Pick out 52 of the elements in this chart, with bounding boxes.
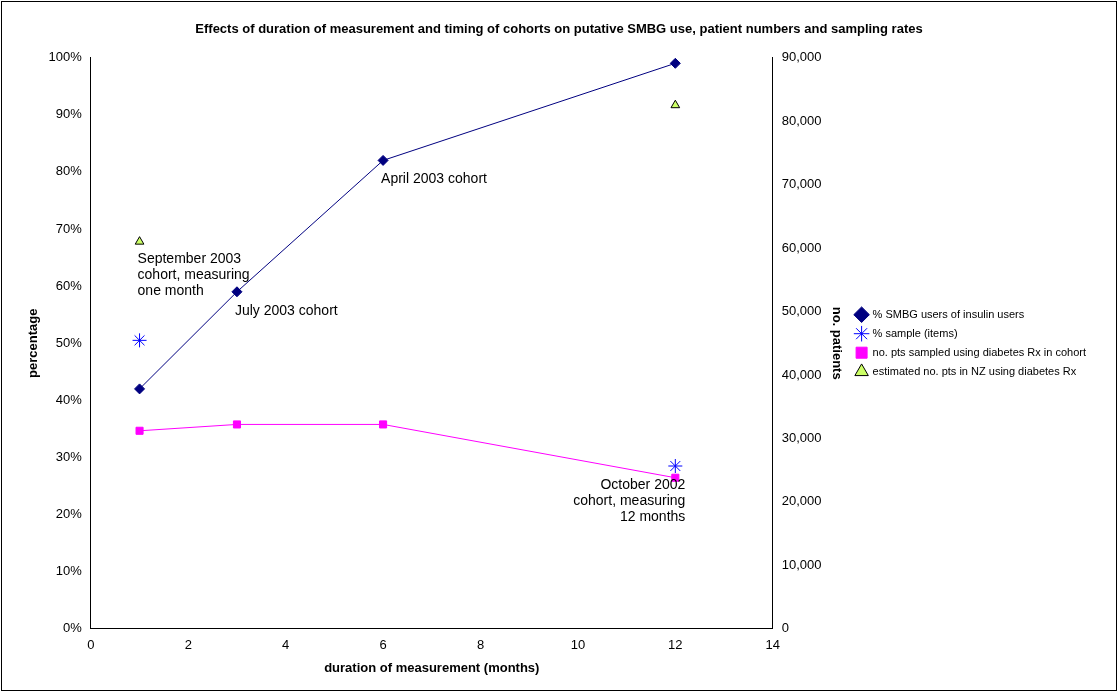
annotation: July 2003 cohort: [234, 301, 338, 318]
y-tick-label: 40%: [55, 391, 83, 407]
point: [377, 154, 389, 166]
x-tick-label: 10: [570, 637, 586, 653]
y-axis-title: percentage: [25, 308, 41, 378]
point: [231, 286, 243, 298]
annotation: April 2003 cohort: [381, 170, 488, 187]
legend-label: no. pts sampled using diabetes Rx in cohort: [872, 345, 1087, 358]
y2-tick-label: 80,000: [781, 112, 822, 128]
y-tick-label: 70%: [55, 220, 83, 236]
y-tick-label: 30%: [55, 449, 83, 465]
y2-tick-label: 0: [781, 620, 789, 636]
point: [135, 426, 144, 435]
point: [379, 420, 388, 429]
y2-axis-title: no. patients: [829, 306, 845, 380]
x-tick-label: 6: [379, 637, 387, 653]
y2-tick-label: 20,000: [781, 493, 822, 509]
y2-tick-label: 70,000: [781, 176, 822, 192]
y-tick-label: 100%: [48, 49, 83, 65]
y2-tick-label: 50,000: [781, 303, 822, 319]
y-tick-label: 80%: [55, 163, 83, 179]
annotation: September 2003 cohort, measuring one month: [137, 250, 250, 299]
x-axis-title: duration of measurement (months): [324, 659, 540, 675]
point: [132, 332, 148, 348]
y2-tick-label: 10,000: [781, 556, 822, 572]
y2-tick-label: 40,000: [781, 366, 822, 382]
y-tick-label: 10%: [55, 563, 83, 579]
annotation: October 2002 cohort, measuring 12 months: [573, 475, 686, 524]
point: [134, 383, 146, 395]
y-tick-label: 50%: [55, 334, 83, 350]
point: [232, 420, 241, 429]
y-tick-label: 90%: [55, 106, 83, 122]
y2-tick-label: 60,000: [781, 239, 822, 255]
legend-label: % SMBG users of insulin users: [872, 307, 1025, 320]
point: [134, 236, 145, 245]
point: [669, 57, 681, 69]
x-tick-label: 8: [476, 637, 485, 653]
y-tick-label: 60%: [55, 277, 83, 293]
point: [667, 458, 683, 474]
y-tick-label: 0%: [63, 620, 83, 636]
point: [670, 99, 681, 109]
y2-tick-label: 30,000: [781, 429, 822, 445]
y-tick-label: 20%: [55, 506, 83, 522]
x-tick-label: 12: [668, 637, 683, 653]
chart-title: Effects of duration of measurement and timing of cohorts on putative SMBG use, patient numbers and sampling rates: [195, 21, 923, 37]
x-tick-label: 2: [184, 637, 192, 653]
x-tick-label: 0: [87, 637, 95, 653]
legend-label: % sample (items): [872, 326, 958, 339]
x-tick-label: 4: [282, 637, 290, 653]
legend-label: estimated no. pts in NZ using diabetes Rx: [872, 364, 1077, 377]
y2-tick-label: 90,000: [781, 49, 822, 65]
x-tick-label: 14: [765, 637, 780, 653]
